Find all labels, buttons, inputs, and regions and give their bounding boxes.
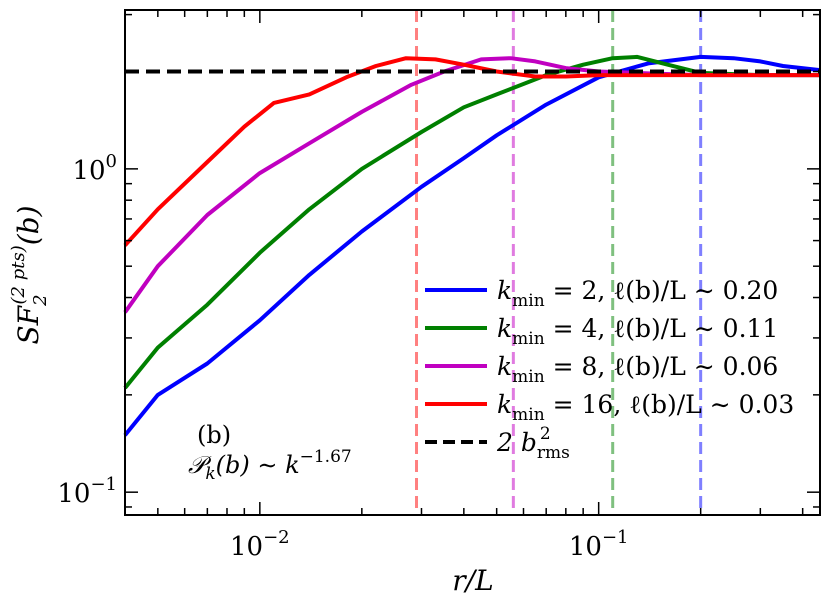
axis-labels: r/L SF2(2 pts)(b) bbox=[8, 205, 494, 597]
y-axis-label: SF2(2 pts)(b) bbox=[8, 205, 51, 344]
legend-label-4: 2 brms2 bbox=[496, 424, 570, 463]
x-axis-label: r/L bbox=[452, 564, 493, 597]
spectrum-label: 𝒫k(b) ∼ k−1.67 bbox=[188, 447, 352, 484]
panel-label: (b) bbox=[197, 421, 231, 449]
series-line-0 bbox=[123, 54, 821, 437]
y-tick-label: 10−1 bbox=[57, 474, 117, 509]
y-tick-label: 100 bbox=[72, 151, 117, 186]
legend-label-1: kmin = 4, ℓ(b)/L ∼ 0.11 bbox=[497, 314, 778, 349]
plot-lines bbox=[123, 10, 821, 515]
series-line-2 bbox=[123, 56, 820, 314]
x-tick-label: 10−2 bbox=[230, 527, 290, 562]
x-tick-label: 10−1 bbox=[569, 527, 629, 562]
axes: 10−2 10−1 100 10−1 bbox=[57, 9, 821, 562]
legend-label-3: kmin = 16, ℓ(b)/L ∼ 0.03 bbox=[497, 390, 794, 425]
series-line-3 bbox=[123, 56, 820, 247]
legend-label-0: kmin = 2, ℓ(b)/L ∼ 0.20 bbox=[497, 276, 778, 311]
legend-label-2: kmin = 8, ℓ(b)/L ∼ 0.06 bbox=[497, 352, 778, 387]
series-line-1 bbox=[123, 54, 820, 390]
plot-frame bbox=[124, 9, 821, 516]
annotation: (b) 𝒫k(b) ∼ k−1.67 bbox=[188, 421, 352, 484]
